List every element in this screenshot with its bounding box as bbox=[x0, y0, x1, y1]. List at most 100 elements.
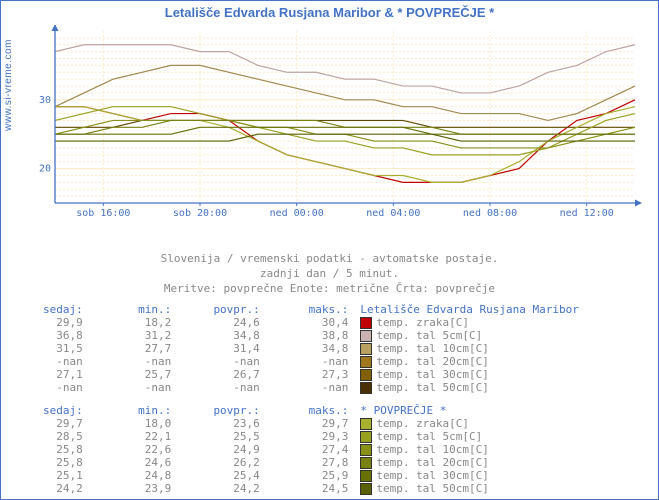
cell-maks: 34,8 bbox=[266, 342, 355, 355]
cell-povpr: 24,2 bbox=[177, 482, 266, 495]
cell-povpr: 25,5 bbox=[177, 430, 266, 443]
col-min: min.: bbox=[89, 404, 178, 417]
col-sedaj: sedaj: bbox=[11, 303, 89, 316]
cell-legend: temp. tal 5cm[C] bbox=[354, 329, 648, 342]
svg-text:ned 04:00: ned 04:00 bbox=[366, 208, 420, 219]
chart-area: 20 30 sob 16:00 sob 20:00 ned 00:00 ned 04:0… bbox=[35, 25, 645, 245]
cell-legend: temp. tal 10cm[C] bbox=[354, 342, 648, 355]
cell-min: 22,6 bbox=[89, 443, 178, 456]
cell-min: 23,9 bbox=[89, 482, 178, 495]
legend-swatch bbox=[360, 444, 372, 456]
legend-swatch bbox=[360, 356, 372, 368]
cell-min: 24,6 bbox=[89, 456, 178, 469]
col-povpr: povpr.: bbox=[177, 404, 266, 417]
cell-povpr: 23,6 bbox=[177, 417, 266, 430]
cell-min: 24,8 bbox=[89, 469, 178, 482]
cell-maks: 27,8 bbox=[266, 456, 355, 469]
cell-legend: temp. tal 50cm[C] bbox=[354, 482, 648, 495]
col-povpr: povpr.: bbox=[177, 303, 266, 316]
svg-text:30: 30 bbox=[39, 95, 51, 106]
cell-min: -nan bbox=[89, 381, 178, 394]
cell-sedaj: -nan bbox=[11, 355, 89, 368]
cell-sedaj: -nan bbox=[11, 381, 89, 394]
col-sedaj: sedaj: bbox=[11, 404, 89, 417]
cell-sedaj: 25,1 bbox=[11, 469, 89, 482]
svg-text:sob 20:00: sob 20:00 bbox=[173, 208, 227, 219]
cell-povpr: 24,6 bbox=[177, 316, 266, 329]
cell-sedaj: 31,5 bbox=[11, 342, 89, 355]
legend-swatch bbox=[360, 369, 372, 381]
cell-legend: temp. tal 30cm[C] bbox=[354, 368, 648, 381]
chart-panel: www.si-vreme.com Letališče Edvarda Rusja… bbox=[0, 0, 659, 500]
table-row: -nan -nan -nan -nan temp. tal 20cm[C] bbox=[11, 355, 648, 368]
legend-swatch bbox=[360, 418, 372, 430]
cell-sedaj: 29,9 bbox=[11, 316, 89, 329]
table-row: -nan -nan -nan -nan temp. tal 50cm[C] bbox=[11, 381, 648, 394]
data-tables: sedaj: min.: povpr.: maks.: Letališče Ed… bbox=[11, 303, 648, 495]
table-row: 27,1 25,7 26,7 27,3 temp. tal 30cm[C] bbox=[11, 368, 648, 381]
table-row: 25,1 24,8 25,4 25,9 temp. tal 30cm[C] bbox=[11, 469, 648, 482]
cell-legend: temp. tal 50cm[C] bbox=[354, 381, 648, 394]
svg-text:ned 00:00: ned 00:00 bbox=[270, 208, 324, 219]
legend-swatch bbox=[360, 343, 372, 355]
table-header-row: sedaj: min.: povpr.: maks.: Letališče Ed… bbox=[11, 303, 648, 316]
legend-swatch bbox=[360, 431, 372, 443]
cell-min: 18,2 bbox=[89, 316, 178, 329]
legend-swatch bbox=[360, 382, 372, 394]
subtitle-line: Meritve: povprečne Enote: metrične Črta:… bbox=[1, 281, 658, 296]
cell-sedaj: 28,5 bbox=[11, 430, 89, 443]
table-row: 25,8 22,6 24,9 27,4 temp. tal 10cm[C] bbox=[11, 443, 648, 456]
cell-legend: temp. tal 20cm[C] bbox=[354, 355, 648, 368]
cell-sedaj: 25,8 bbox=[11, 456, 89, 469]
cell-maks: -nan bbox=[266, 381, 355, 394]
cell-sedaj: 25,8 bbox=[11, 443, 89, 456]
cell-povpr: 31,4 bbox=[177, 342, 266, 355]
cell-maks: 24,5 bbox=[266, 482, 355, 495]
table-row: 25,8 24,6 26,2 27,8 temp. tal 20cm[C] bbox=[11, 456, 648, 469]
cell-sedaj: 27,1 bbox=[11, 368, 89, 381]
cell-min: 25,7 bbox=[89, 368, 178, 381]
cell-maks: -nan bbox=[266, 355, 355, 368]
data-table-1: sedaj: min.: povpr.: maks.: Letališče Ed… bbox=[11, 303, 648, 394]
legend-swatch bbox=[360, 317, 372, 329]
subtitle-line: zadnji dan / 5 minut. bbox=[1, 266, 658, 281]
table-header-row: sedaj: min.: povpr.: maks.: * POVPREČJE … bbox=[11, 404, 648, 417]
cell-min: -nan bbox=[89, 355, 178, 368]
table-row: 29,9 18,2 24,6 30,4 temp. zraka[C] bbox=[11, 316, 648, 329]
cell-maks: 29,3 bbox=[266, 430, 355, 443]
cell-legend: temp. tal 5cm[C] bbox=[354, 430, 648, 443]
cell-povpr: 26,7 bbox=[177, 368, 266, 381]
col-min: min.: bbox=[89, 303, 178, 316]
cell-min: 22,1 bbox=[89, 430, 178, 443]
svg-text:20: 20 bbox=[39, 164, 51, 175]
cell-maks: 27,4 bbox=[266, 443, 355, 456]
cell-povpr: 34,8 bbox=[177, 329, 266, 342]
legend-swatch bbox=[360, 470, 372, 482]
cell-min: 31,2 bbox=[89, 329, 178, 342]
col-maks: maks.: bbox=[266, 303, 355, 316]
data-table-2: sedaj: min.: povpr.: maks.: * POVPREČJE … bbox=[11, 404, 648, 495]
cell-min: 18,0 bbox=[89, 417, 178, 430]
legend-swatch bbox=[360, 330, 372, 342]
cell-legend: temp. tal 10cm[C] bbox=[354, 443, 648, 456]
cell-povpr: 26,2 bbox=[177, 456, 266, 469]
subtitle-line: Slovenija / vremenski podatki - avtomats… bbox=[1, 251, 658, 266]
chart-subtitle: Slovenija / vremenski podatki - avtomats… bbox=[1, 251, 658, 296]
cell-legend: temp. tal 30cm[C] bbox=[354, 469, 648, 482]
legend-swatch bbox=[360, 483, 372, 495]
table-row: 36,8 31,2 34,8 38,8 temp. tal 5cm[C] bbox=[11, 329, 648, 342]
table-row: 29,7 18,0 23,6 29,7 temp. zraka[C] bbox=[11, 417, 648, 430]
cell-povpr: -nan bbox=[177, 381, 266, 394]
svg-text:ned 08:00: ned 08:00 bbox=[463, 208, 517, 219]
chart-svg: 20 30 sob 16:00 sob 20:00 ned 00:00 ned 04:0… bbox=[35, 25, 645, 225]
cell-povpr: 24,9 bbox=[177, 443, 266, 456]
cell-povpr: 25,4 bbox=[177, 469, 266, 482]
cell-sedaj: 24,2 bbox=[11, 482, 89, 495]
cell-min: 27,7 bbox=[89, 342, 178, 355]
table-row: 28,5 22,1 25,5 29,3 temp. tal 5cm[C] bbox=[11, 430, 648, 443]
svg-text:sob 16:00: sob 16:00 bbox=[76, 208, 130, 219]
set-title: Letališče Edvarda Rusjana Maribor bbox=[354, 303, 648, 316]
cell-legend: temp. tal 20cm[C] bbox=[354, 456, 648, 469]
chart-title: Letališče Edvarda Rusjana Maribor & * PO… bbox=[1, 5, 658, 20]
col-maks: maks.: bbox=[266, 404, 355, 417]
